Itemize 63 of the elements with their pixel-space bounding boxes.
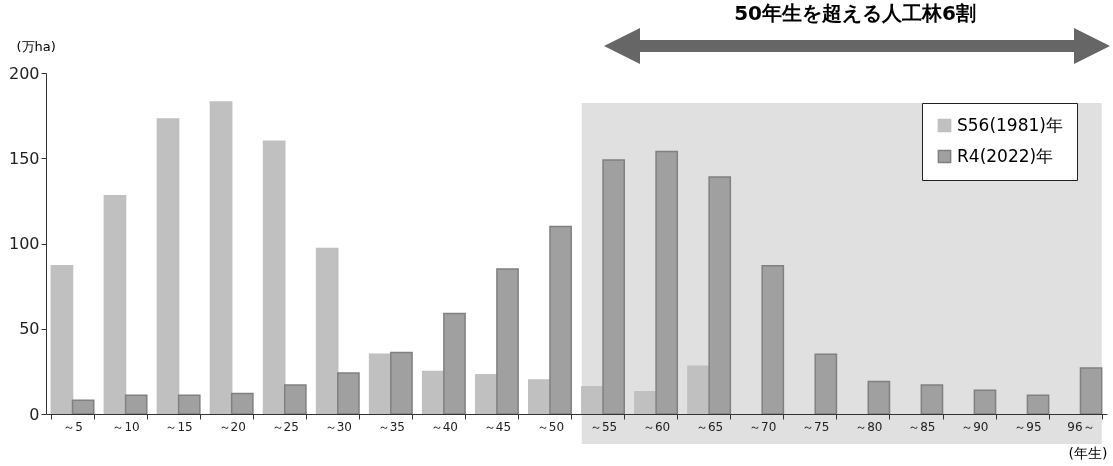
legend-label: R4(2022)年 bbox=[957, 145, 1054, 166]
bar bbox=[156, 118, 180, 415]
bar bbox=[761, 264, 785, 415]
bar bbox=[1079, 367, 1103, 415]
x-tick-label: ～20 bbox=[218, 419, 246, 434]
x-tick-label: ～75 bbox=[802, 419, 830, 434]
x-tick-label: ～85 bbox=[908, 419, 936, 434]
bar bbox=[337, 372, 360, 415]
x-tick-label: ～5 bbox=[63, 419, 83, 434]
bar bbox=[602, 159, 625, 415]
bar bbox=[549, 225, 572, 415]
y-axis-title: (万ha) bbox=[16, 38, 56, 54]
y-tick-label: 0 bbox=[29, 404, 40, 424]
bar bbox=[262, 140, 286, 415]
y-tick-label: 100 bbox=[8, 234, 40, 253]
bar bbox=[124, 394, 148, 415]
x-tick-label: ～10 bbox=[112, 419, 140, 434]
bar bbox=[230, 392, 254, 415]
bar bbox=[528, 379, 551, 415]
bar bbox=[71, 399, 95, 415]
x-tick-label: ～35 bbox=[377, 419, 405, 434]
x-tick-label: ～25 bbox=[271, 419, 299, 434]
bar bbox=[368, 353, 392, 415]
x-tick-label: ～15 bbox=[165, 419, 193, 434]
legend-label: S56(1981)年 bbox=[957, 114, 1063, 135]
bar bbox=[867, 380, 891, 415]
bar bbox=[1026, 394, 1050, 415]
bar bbox=[209, 101, 233, 415]
x-axis-title: (年生) bbox=[1068, 444, 1108, 461]
x-tick-label: ～60 bbox=[642, 419, 671, 434]
x-tick-label: ～80 bbox=[855, 419, 883, 434]
bar bbox=[634, 391, 657, 415]
x-tick-label: ～95 bbox=[1014, 419, 1042, 434]
x-tick-label: ～45 bbox=[483, 419, 512, 434]
bar bbox=[421, 370, 445, 415]
bar bbox=[814, 353, 838, 415]
bar bbox=[103, 195, 127, 415]
bar bbox=[655, 150, 679, 415]
bar bbox=[973, 389, 997, 415]
y-tick-label: 150 bbox=[8, 148, 40, 168]
bar bbox=[283, 384, 307, 415]
bar bbox=[920, 384, 944, 415]
x-tick-label: ～55 bbox=[589, 419, 618, 434]
chart-title: 50年生を超える人工林6割 bbox=[733, 0, 977, 27]
bar bbox=[687, 365, 710, 415]
x-tick-label: ～65 bbox=[695, 419, 724, 434]
x-tick-label: ～40 bbox=[430, 419, 459, 434]
y-tick-label: 200 bbox=[8, 63, 40, 83]
x-tick-label: ～30 bbox=[324, 419, 352, 434]
bar bbox=[315, 247, 339, 415]
bar bbox=[177, 394, 201, 415]
x-tick-label: ～50 bbox=[536, 419, 565, 434]
x-tick-label: ～90 bbox=[961, 419, 989, 434]
bar bbox=[443, 312, 466, 415]
bar bbox=[474, 374, 498, 415]
bar bbox=[708, 176, 732, 415]
x-tick-label: ～70 bbox=[749, 419, 777, 434]
bar bbox=[50, 264, 74, 415]
bar bbox=[581, 385, 604, 415]
bar bbox=[496, 268, 519, 415]
y-tick-label: 50 bbox=[19, 319, 40, 339]
bar bbox=[390, 351, 413, 415]
x-tick-label: 96～ bbox=[1067, 419, 1095, 434]
